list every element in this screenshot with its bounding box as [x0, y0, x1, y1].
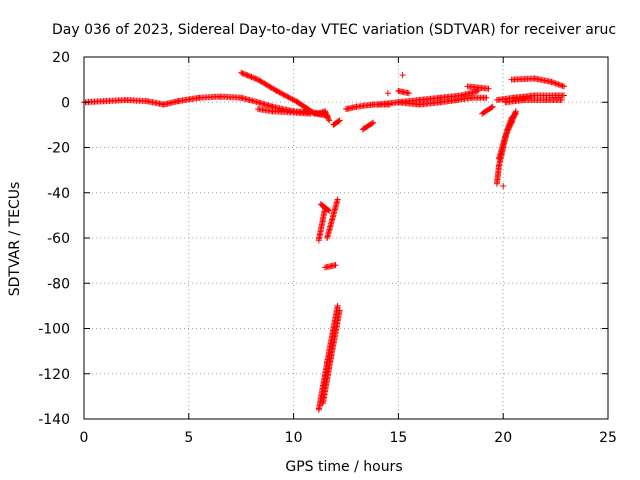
data-point	[279, 90, 286, 97]
data-point	[285, 94, 292, 101]
y-tick-label: -80	[47, 276, 70, 292]
data-point	[323, 112, 330, 119]
data-point	[284, 93, 291, 100]
data-point	[503, 130, 510, 137]
data-marks	[81, 69, 567, 413]
data-point	[280, 91, 287, 98]
data-point	[485, 85, 492, 92]
data-point	[288, 95, 295, 102]
data-point	[335, 118, 342, 125]
chart-title: Day 036 of 2023, Sidereal Day-to-day VTE…	[52, 22, 616, 38]
data-point	[502, 133, 509, 140]
data-point	[507, 122, 514, 129]
y-tick-label: 0	[61, 95, 70, 111]
x-tick-label: 5	[184, 430, 193, 446]
data-point	[332, 262, 339, 269]
data-point	[326, 207, 333, 214]
data-point	[508, 121, 514, 127]
data-point	[488, 104, 495, 111]
data-point	[505, 126, 512, 133]
data-point	[405, 90, 412, 97]
data-point	[483, 94, 490, 101]
data-point	[561, 83, 567, 90]
data-point	[334, 196, 341, 203]
data-point	[504, 127, 511, 134]
data-point	[249, 74, 256, 81]
data-point	[399, 72, 406, 79]
data-point	[301, 108, 308, 115]
x-tick-label: 15	[389, 430, 407, 446]
y-tick-label: 20	[52, 50, 70, 66]
y-tick-label: -40	[47, 186, 70, 202]
y-tick-label: -120	[38, 367, 70, 383]
data-point	[369, 120, 376, 127]
data-point	[310, 109, 317, 116]
data-point	[502, 131, 509, 138]
data-point	[324, 113, 331, 120]
y-tick-label: -20	[47, 141, 70, 157]
data-point	[307, 110, 314, 117]
data-point	[276, 89, 283, 96]
data-point	[384, 90, 391, 97]
grid	[84, 57, 608, 419]
x-tick-label: 10	[285, 430, 303, 446]
data-point	[281, 92, 288, 99]
x-tick-label: 20	[494, 430, 512, 446]
data-point	[289, 96, 296, 103]
data-point	[512, 108, 519, 115]
data-point	[277, 90, 284, 97]
y-tick-label: -100	[38, 322, 70, 338]
data-point	[475, 87, 481, 94]
data-point	[325, 114, 331, 121]
x-tick-label: 25	[599, 430, 617, 446]
data-point	[334, 302, 341, 309]
data-point	[322, 108, 328, 115]
axis-ticks: 0 5 10 15 20 25 20 0 -20 -40 -60 -80 -100 -120 -140	[38, 50, 617, 446]
data-point	[323, 110, 330, 117]
data-point	[504, 129, 511, 136]
data-point	[500, 183, 507, 189]
data-point	[244, 72, 251, 79]
x-tick-label: 0	[80, 430, 89, 446]
data-point	[506, 123, 513, 130]
x-axis-label: GPS time / hours	[285, 459, 402, 475]
data-point	[336, 117, 343, 124]
data-point	[561, 92, 567, 99]
y-tick-label: -140	[38, 412, 70, 428]
data-point	[336, 307, 343, 314]
data-point	[326, 117, 333, 124]
data-point	[370, 119, 377, 126]
data-point	[558, 97, 565, 103]
data-point	[489, 103, 496, 110]
data-point	[283, 92, 289, 99]
data-point	[395, 87, 402, 94]
data-point	[238, 69, 245, 76]
data-point	[290, 97, 297, 104]
data-point	[325, 116, 332, 123]
data-point	[286, 95, 293, 101]
data-point	[322, 109, 329, 116]
y-tick-label: -60	[47, 231, 70, 247]
data-point	[506, 125, 513, 131]
y-axis-label: SDTVAR / TECUs	[7, 182, 23, 297]
data-point	[325, 207, 332, 213]
